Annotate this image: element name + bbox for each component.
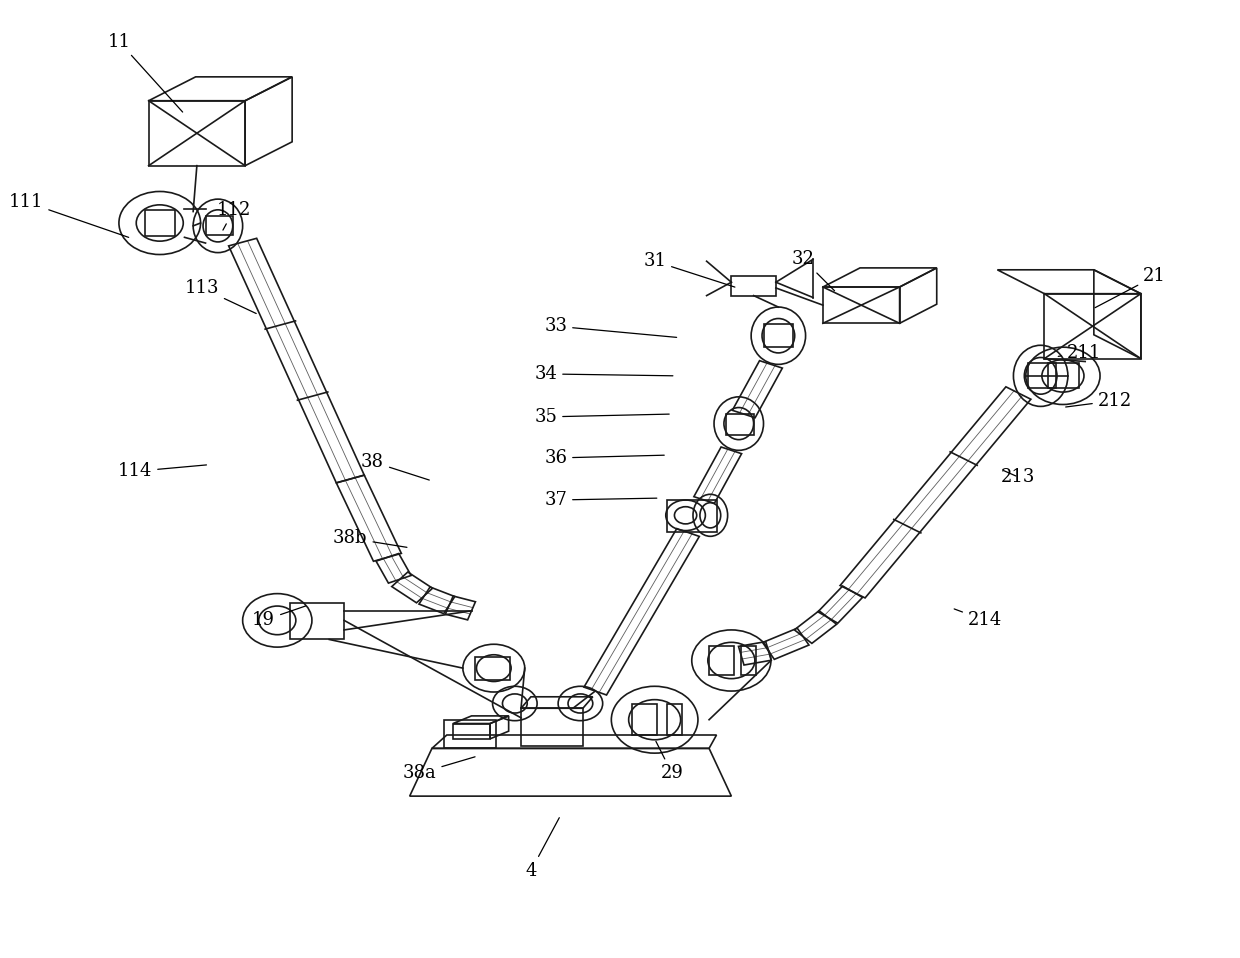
Text: 38: 38 [361,453,429,480]
Text: 32: 32 [791,250,835,291]
Text: 211: 211 [1058,344,1101,362]
Text: 21: 21 [1095,267,1166,308]
Bar [742,646,756,674]
Text: 212: 212 [1065,392,1132,410]
Bar [732,277,776,296]
Text: 111: 111 [9,193,129,238]
Bar [521,708,583,746]
Bar [1028,363,1055,388]
Text: 34: 34 [534,365,673,383]
Text: 37: 37 [544,491,657,509]
Bar [145,210,175,237]
Bar [444,719,496,748]
Text: 35: 35 [534,408,670,426]
Text: 112: 112 [217,200,252,230]
Text: 36: 36 [544,449,665,467]
Bar [727,414,754,435]
Text: 29: 29 [656,741,683,783]
Bar [709,646,734,674]
Bar [667,704,682,735]
Text: 11: 11 [108,33,182,112]
Text: 38b: 38b [334,529,407,547]
Text: 19: 19 [252,606,305,629]
Text: 114: 114 [118,463,207,480]
Text: 214: 214 [955,609,1002,629]
Text: 113: 113 [185,279,257,313]
Text: 33: 33 [544,317,677,337]
Text: 4: 4 [526,818,559,879]
Text: 31: 31 [644,252,735,287]
Bar [206,217,233,236]
Bar [475,656,510,679]
Bar [667,500,717,533]
Text: 38a: 38a [403,757,475,783]
Bar [1048,363,1079,388]
Bar [290,604,343,640]
Bar [764,324,794,347]
Text: 213: 213 [1001,468,1035,486]
Bar [632,704,657,735]
